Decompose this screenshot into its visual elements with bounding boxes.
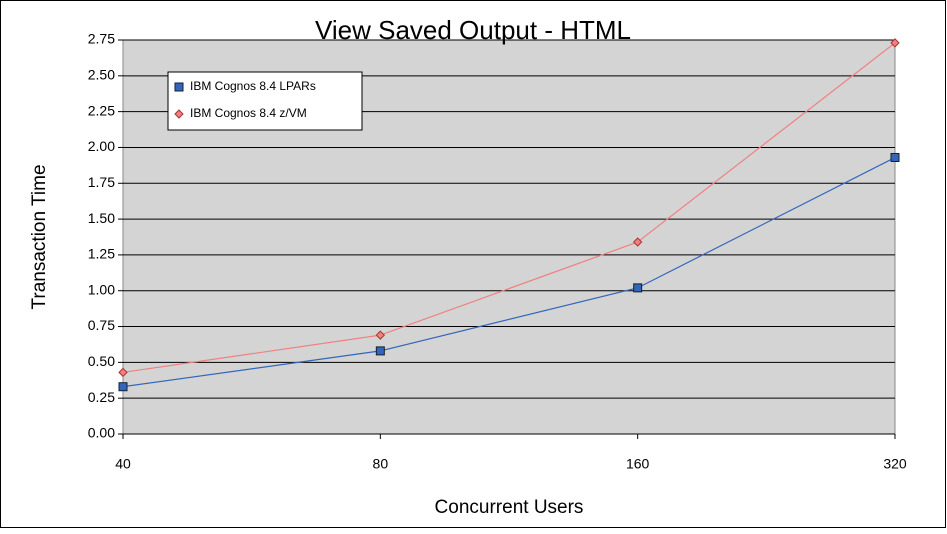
marker	[633, 283, 643, 293]
legend-box	[167, 71, 363, 131]
legend-label: IBM Cognos 8.4 LPARs	[190, 79, 316, 93]
series-line	[122, 42, 896, 373]
x-tick-label: 80	[373, 456, 389, 472]
y-tick-label: 1.25	[88, 246, 115, 262]
legend-label: IBM Cognos 8.4 z/VM	[190, 106, 307, 120]
marker	[118, 367, 128, 378]
x-axis-label: Concurrent Users	[435, 497, 584, 518]
legend-marker	[174, 109, 184, 119]
y-axis-label: Transaction Time	[29, 164, 50, 309]
legend-marker	[174, 82, 184, 92]
x-tick-label: 160	[626, 456, 650, 472]
y-tick-label: 2.00	[88, 138, 115, 154]
y-tick-label: 2.50	[88, 67, 115, 83]
marker	[632, 237, 643, 247]
y-tick-label: 0.50	[88, 353, 115, 369]
marker	[890, 38, 900, 48]
y-tick-label: 1.00	[88, 281, 115, 297]
y-tick-label: 0.00	[88, 425, 115, 441]
marker	[118, 382, 128, 392]
x-tick-label: 320	[883, 456, 907, 472]
y-tick-label: 0.75	[88, 317, 115, 333]
y-tick-label: 1.75	[88, 174, 115, 190]
marker	[890, 152, 900, 162]
x-tick-label: 40	[115, 456, 131, 472]
y-tick-label: 0.25	[88, 389, 115, 405]
y-tick-label: 2.75	[88, 31, 115, 47]
series-line	[122, 156, 896, 388]
marker	[375, 330, 386, 340]
y-tick-label: 1.50	[88, 210, 115, 226]
y-tick-label: 2.25	[88, 102, 115, 118]
marker	[375, 346, 385, 356]
